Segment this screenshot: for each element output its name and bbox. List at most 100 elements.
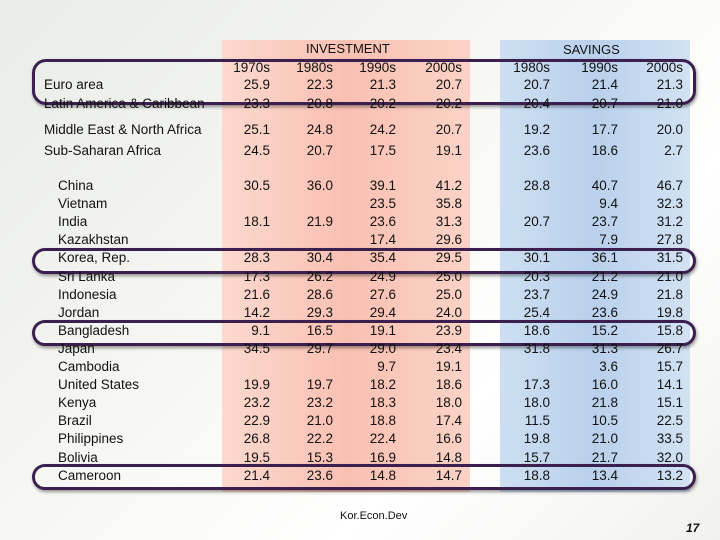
- cell: 18.6: [435, 377, 462, 393]
- cell: 31.8: [523, 340, 550, 356]
- cell: 23.7: [591, 214, 618, 230]
- cell: 14.8: [435, 449, 462, 465]
- cell: 19.2: [523, 122, 550, 137]
- cell: 18.2: [369, 377, 396, 393]
- cell: 19.1: [435, 143, 462, 158]
- cell: 17.4: [435, 413, 462, 429]
- cell: 7.9: [599, 232, 618, 248]
- cell: 25.9: [243, 77, 270, 92]
- savings-title: SAVINGS: [563, 42, 620, 57]
- highlight: [32, 464, 696, 490]
- cell: 9.7: [377, 359, 396, 374]
- cell: 17.3: [243, 268, 270, 284]
- cell: 29.7: [306, 340, 333, 356]
- investment-panel: [222, 40, 470, 492]
- cell: 31.3: [435, 214, 462, 230]
- cell: 15.1: [656, 395, 683, 411]
- cell: 14.7: [435, 467, 462, 483]
- row-label: India: [58, 214, 88, 230]
- cell: 41.2: [435, 178, 462, 193]
- cell: 21.8: [591, 395, 618, 411]
- cell: 23.6: [523, 143, 550, 158]
- cell: 18.0: [523, 395, 550, 411]
- cell: 23.6: [591, 304, 618, 320]
- highlight: [32, 248, 696, 274]
- cell: 19.7: [306, 377, 333, 393]
- cell: 21.7: [591, 449, 618, 465]
- row-label: Latin America & Caribbean: [44, 96, 205, 111]
- cell: 24.5: [243, 143, 270, 158]
- cell: 21.0: [656, 96, 683, 111]
- cell: 46.7: [656, 178, 683, 193]
- cell: 22.4: [369, 431, 396, 447]
- row-label: Bolivia: [58, 449, 98, 465]
- cell: 30.5: [243, 178, 270, 193]
- cell: 34.5: [243, 340, 270, 356]
- cell: 13.4: [591, 467, 618, 483]
- column-header: 1990s: [359, 60, 396, 75]
- cell: 21.9: [306, 214, 333, 230]
- cell: 23.2: [243, 395, 270, 411]
- cell: 15.8: [656, 322, 683, 338]
- cell: 32.0: [656, 449, 683, 465]
- row-label: Cameroon: [58, 467, 122, 483]
- cell: 14.2: [243, 304, 270, 320]
- cell: 22.9: [243, 413, 270, 429]
- cell: 10.5: [591, 413, 618, 429]
- cell: 22.2: [306, 431, 333, 447]
- cell: 21.2: [591, 268, 618, 284]
- cell: 19.9: [243, 377, 270, 393]
- cell: 26.2: [306, 268, 333, 284]
- cell: 25.1: [243, 122, 270, 137]
- column-header: 1980s: [296, 60, 333, 75]
- cell: 15.7: [656, 359, 683, 374]
- footer-source: Kor.Econ.Dev: [340, 510, 408, 522]
- highlight: [32, 320, 696, 346]
- cell: 20.7: [523, 77, 550, 92]
- cell: 17.5: [369, 143, 396, 158]
- row-label: Jordan: [58, 304, 100, 320]
- investment-title: INVESTMENT: [306, 41, 390, 56]
- row-label: Brazil: [58, 413, 92, 429]
- cell: 21.3: [369, 77, 396, 92]
- column-header: 1990s: [581, 60, 618, 75]
- cell: 27.6: [369, 286, 396, 302]
- cell: 35.8: [435, 196, 462, 212]
- cell: 16.6: [435, 431, 462, 447]
- cell: 25.0: [435, 268, 462, 284]
- cell: 18.6: [523, 322, 550, 338]
- highlight: [32, 59, 696, 105]
- cell: 14.8: [369, 467, 396, 483]
- cell: 21.0: [656, 268, 683, 284]
- row-label: Sri Lanka: [58, 268, 116, 284]
- row-label: Kenya: [58, 395, 97, 411]
- row-label: Bangladesh: [58, 322, 130, 338]
- cell: 20.7: [435, 122, 462, 137]
- cell: 20.7: [523, 214, 550, 230]
- cell: 35.4: [369, 250, 396, 266]
- cell: 30.1: [523, 250, 550, 266]
- cell: 3.6: [599, 359, 618, 374]
- cell: 18.6: [591, 143, 618, 158]
- cell: 23.4: [435, 340, 462, 356]
- cell: 13.2: [656, 467, 683, 483]
- savings-panel: [500, 40, 690, 492]
- cell: 27.8: [656, 232, 683, 248]
- cell: 15.2: [591, 322, 618, 338]
- cell: 17.4: [369, 232, 396, 248]
- cell: 36.0: [306, 178, 333, 193]
- column-header: 2000s: [425, 60, 462, 75]
- cell: 23.6: [306, 467, 333, 483]
- cell: 28.6: [306, 286, 333, 302]
- cell: 29.5: [435, 250, 462, 266]
- cell: 32.3: [656, 196, 683, 212]
- page-number: 17: [686, 521, 700, 535]
- cell: 16.5: [306, 322, 333, 338]
- row-label: United States: [58, 377, 140, 393]
- cell: 9.4: [599, 196, 618, 212]
- column-header: 2000s: [646, 60, 683, 75]
- cell: 25.4: [523, 304, 550, 320]
- cell: 23.3: [243, 96, 270, 111]
- cell: 21.0: [591, 431, 618, 447]
